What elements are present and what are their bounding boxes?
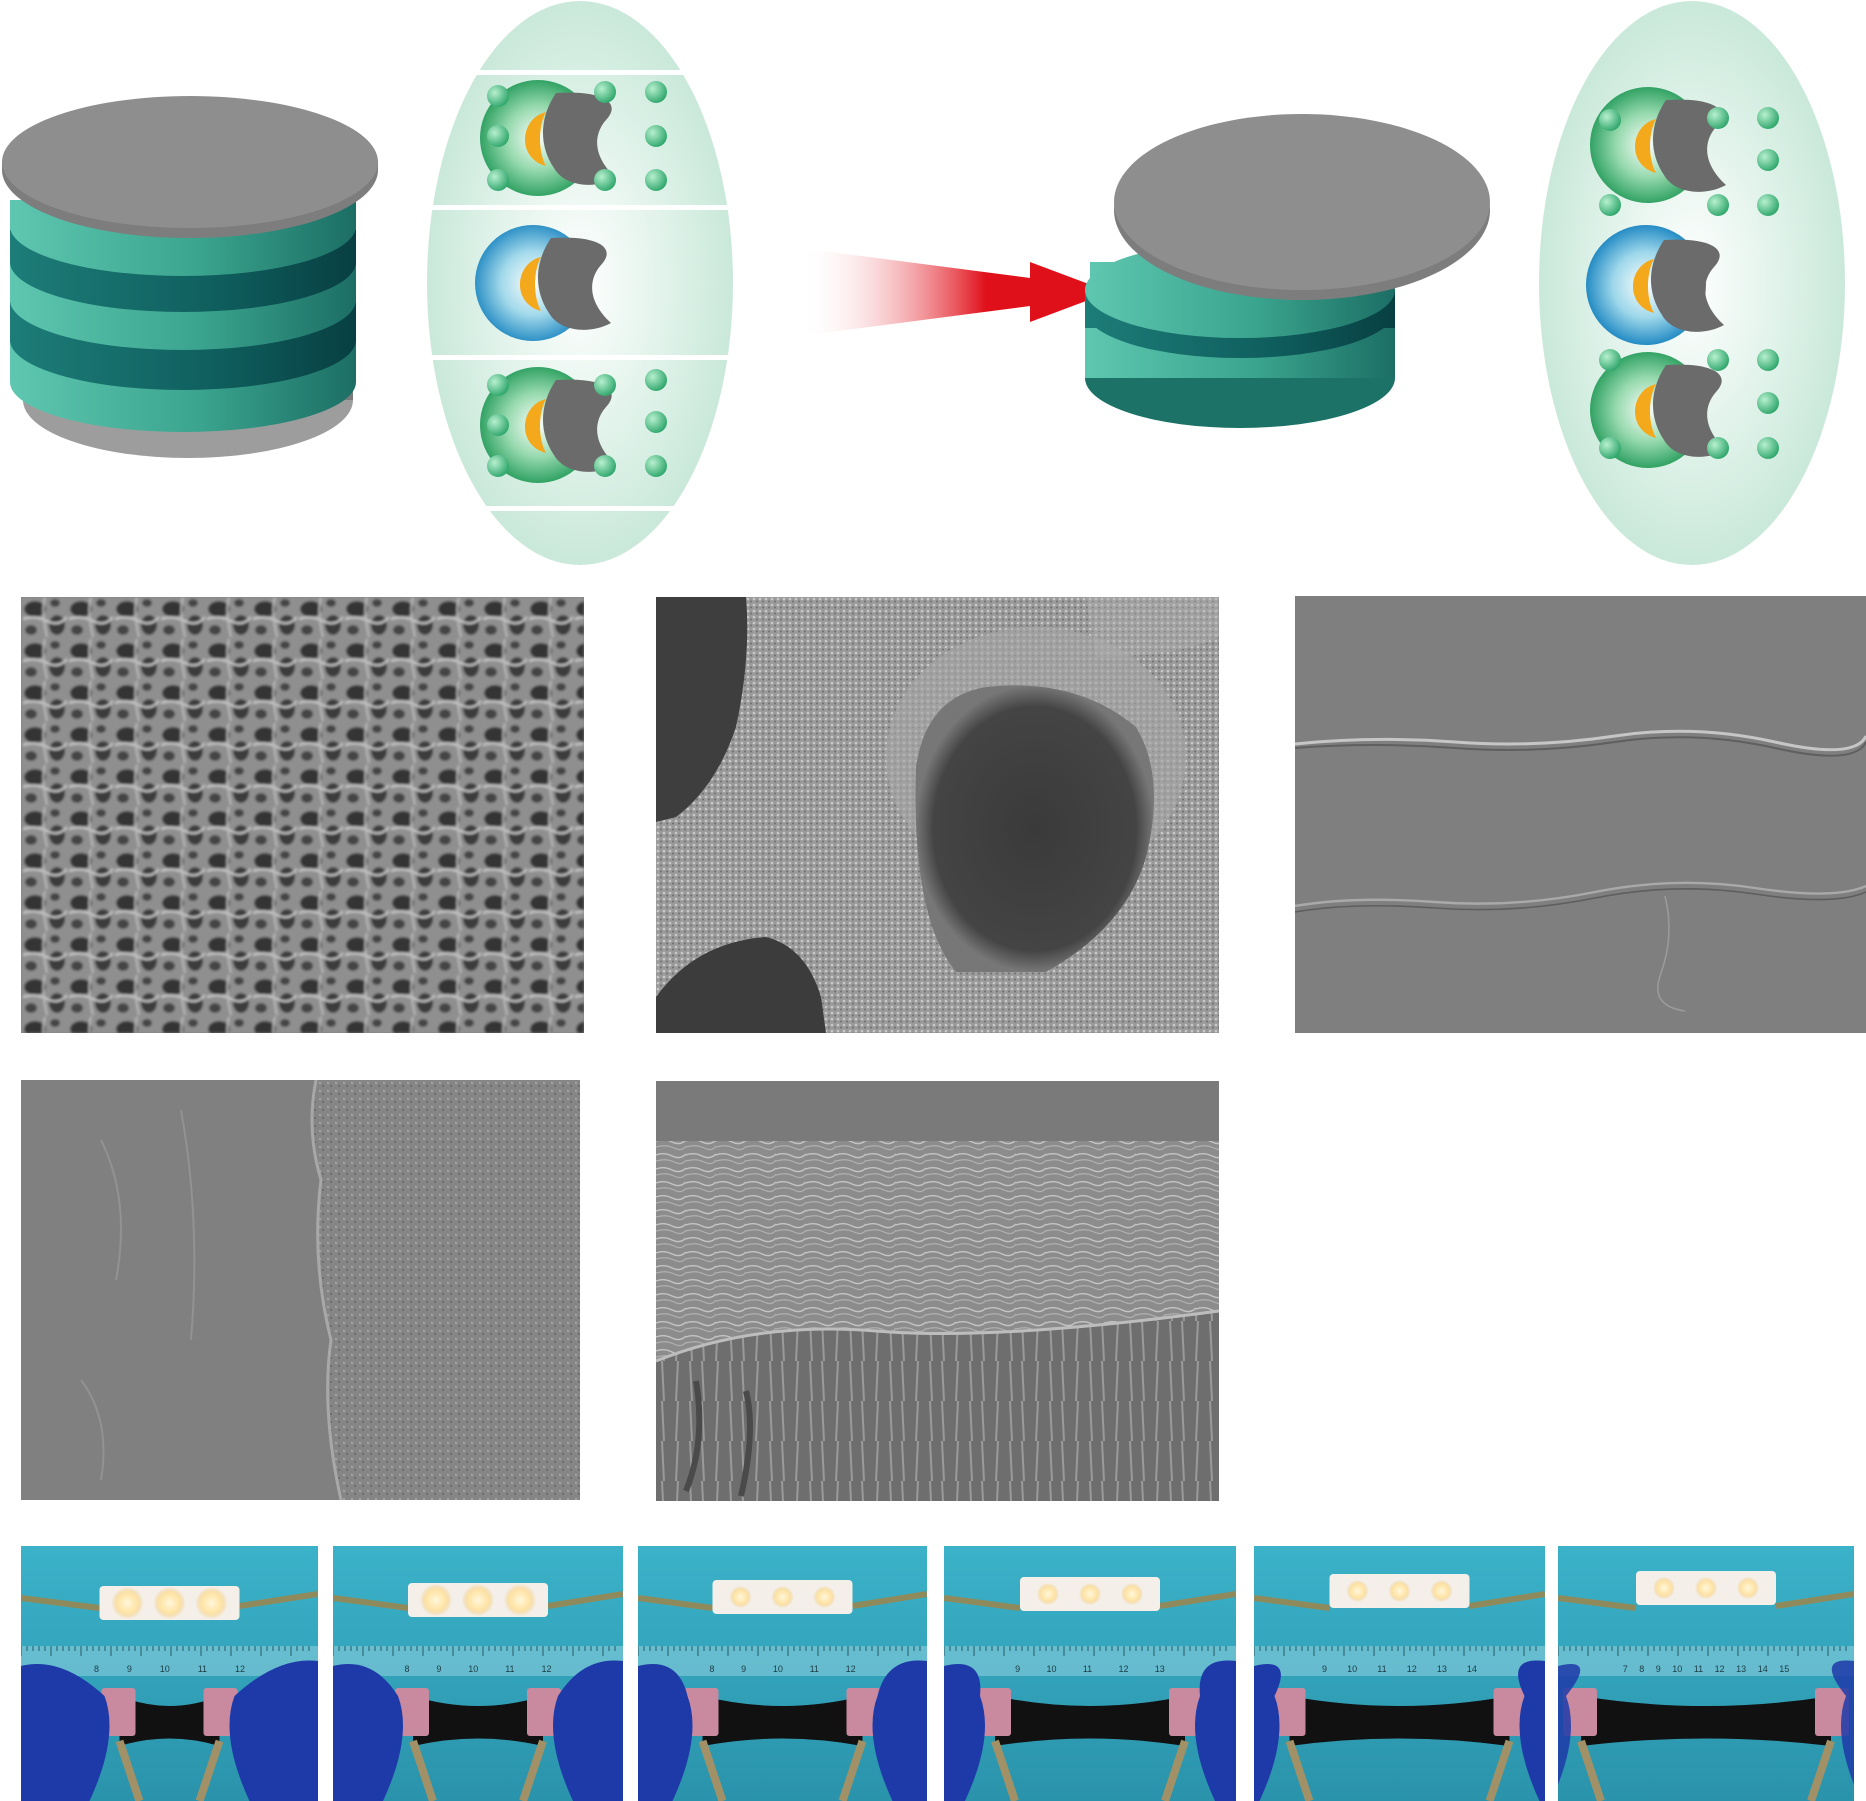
ruler-tick-label: 11: [1082, 1664, 1093, 1674]
ruler-tick-label: 9: [1655, 1664, 1661, 1674]
ruler-tick-label: 10: [1672, 1664, 1683, 1674]
compressed-cylinder: [1085, 114, 1490, 428]
ruler-tick-labels: 7 8 9 10 11 12 13 14 15: [1617, 1664, 1795, 1674]
sem-image-interface: [21, 1080, 580, 1500]
ruler-tick-labels: 8 9 10 11 12: [696, 1664, 869, 1674]
ruler-tick-label: 12: [1406, 1664, 1417, 1674]
ruler-tick-label: 8: [709, 1664, 715, 1674]
ruler-tick-labels: 9 10 11 12 13 14: [1312, 1664, 1487, 1674]
ruler-tick-label: 8: [93, 1664, 99, 1674]
ruler-tick-label: 11: [505, 1664, 515, 1674]
ruler-tick-label: 12: [1118, 1664, 1129, 1674]
photo-stretch-demo-4: 9 10 11 12 13: [944, 1546, 1236, 1801]
molecular-detail-left: [427, 1, 733, 565]
ruler-tick-labels: 8 9 10 11 12: [80, 1664, 259, 1674]
photo-stretch-demo-2: 8 9 10 11 12: [333, 1546, 623, 1801]
photo-stretch-demo-3: 8 9 10 11 12: [638, 1546, 927, 1801]
ruler-tick-label: 12: [541, 1664, 552, 1674]
ruler-tick-label: 9: [1322, 1664, 1328, 1674]
ruler-tick-label: 11: [1693, 1664, 1704, 1674]
ruler-tick-label: 12: [1714, 1664, 1725, 1674]
ruler-tick-label: 10: [1347, 1664, 1358, 1674]
ruler-tick-label: 8: [404, 1664, 410, 1674]
photo-stretch-demo-1: 8 9 10 11 12: [21, 1546, 318, 1801]
sem-image-large-pores: [656, 597, 1219, 1033]
molecular-detail-right: [1539, 1, 1845, 565]
ruler-tick-label: 9: [1015, 1664, 1021, 1674]
schematic-diagram: [2, 1, 1845, 565]
ruler-tick-label: 12: [234, 1664, 245, 1674]
sem-image-fibrous-layer: [656, 1081, 1219, 1501]
ruler-tick-label: 8: [1639, 1664, 1645, 1674]
ruler-tick-label: 7: [1622, 1664, 1628, 1674]
ruler-tick-label: 13: [1736, 1664, 1747, 1674]
ruler-tick-label: 12: [845, 1664, 856, 1674]
ruler-tick-label: 9: [436, 1664, 442, 1674]
ruler-tick-labels: 8 9 10 11 12: [391, 1664, 565, 1674]
ruler-tick-label: 9: [126, 1664, 132, 1674]
sem-image-porous-network: [21, 597, 584, 1033]
ruler-tick-label: 9: [741, 1664, 747, 1674]
ruler-tick-label: 15: [1779, 1664, 1790, 1674]
ruler-tick-label: 13: [1436, 1664, 1447, 1674]
ruler-tick-label: 14: [1466, 1664, 1477, 1674]
ruler-tick-label: 10: [772, 1664, 783, 1674]
photo-stretch-demo-6: 7 8 9 10 11 12 13 14 15: [1558, 1546, 1854, 1801]
ruler-tick-label: 10: [1046, 1664, 1057, 1674]
ruler-tick-label: 11: [809, 1664, 819, 1674]
ruler-tick-label: 10: [159, 1664, 170, 1674]
ruler-tick-label: 10: [468, 1664, 479, 1674]
ruler-tick-labels: 9 10 11 12 13: [1002, 1664, 1178, 1674]
ruler-tick-label: 14: [1757, 1664, 1768, 1674]
layered-cylinder: [2, 96, 378, 458]
sem-image-layered-cross-section: [1295, 596, 1866, 1033]
transform-arrow: [800, 248, 1110, 336]
ruler-tick-label: 11: [197, 1664, 208, 1674]
ruler-tick-label: 11: [1377, 1664, 1387, 1674]
photo-stretch-demo-5: 9 10 11 12 13 14: [1254, 1546, 1545, 1801]
ruler-tick-label: 13: [1154, 1664, 1165, 1674]
